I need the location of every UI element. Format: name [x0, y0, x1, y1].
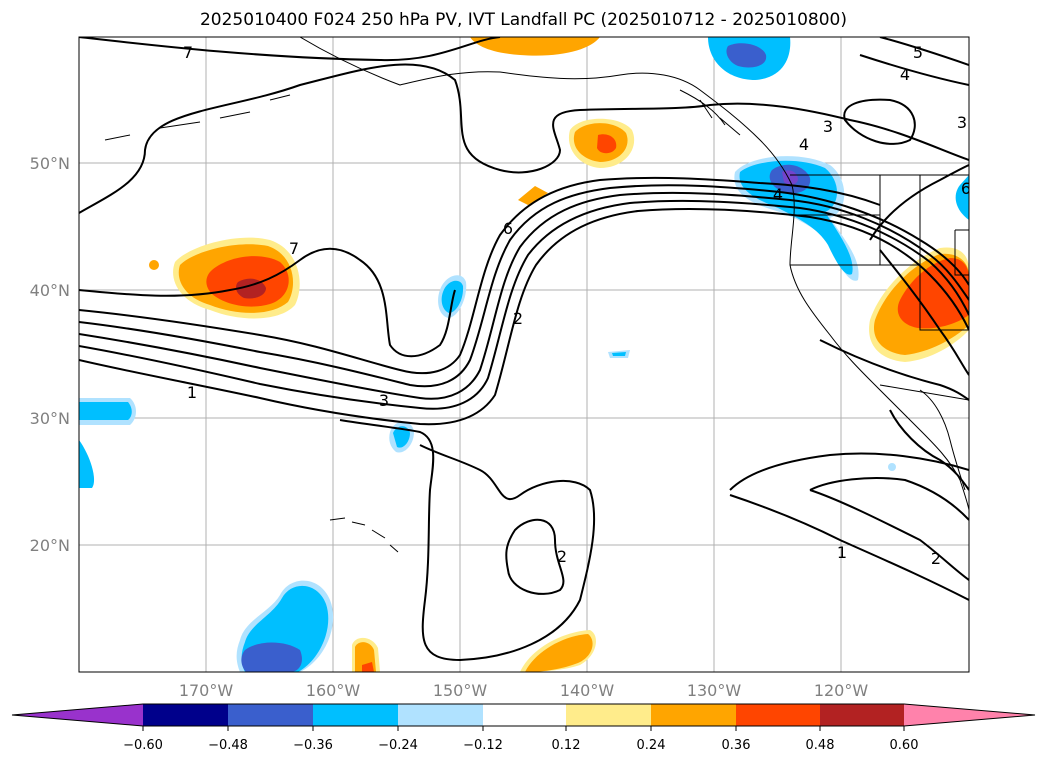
- colorbar-segment: [566, 704, 651, 726]
- colorbar-segment: [398, 704, 483, 726]
- contour-label: 4: [773, 185, 783, 204]
- contour-label: 2: [557, 547, 567, 566]
- lon-label: 150°W: [433, 681, 488, 700]
- lat-label: 30°N: [30, 409, 70, 428]
- lat-label: 20°N: [30, 536, 70, 555]
- colorbar-tick: −0.60: [123, 738, 163, 753]
- contour-label: 2: [931, 549, 941, 568]
- contour-label: 6: [961, 179, 971, 198]
- colorbar-segment: [228, 704, 313, 726]
- contour-label: 1: [187, 383, 197, 402]
- contour-label: 7: [183, 43, 193, 62]
- colorbar-extend-low: [12, 704, 143, 726]
- colorbar-tick: 0.24: [637, 738, 666, 753]
- lon-label: 160°W: [306, 681, 361, 700]
- lon-label: 170°W: [179, 681, 234, 700]
- contour-label: 6: [503, 219, 513, 238]
- colorbar-extend-high: [904, 704, 1035, 726]
- lon-label: 130°W: [687, 681, 742, 700]
- colorbar-segment: [483, 704, 566, 726]
- contour-label: 3: [957, 113, 967, 132]
- colorbar-segment: [820, 704, 904, 726]
- colorbar: −0.60 −0.48 −0.36 −0.24 −0.12 0.12 0.24 …: [11, 703, 1036, 753]
- colorbar-tick: −0.12: [463, 738, 503, 753]
- longitude-labels: 170°W 160°W 150°W 140°W 130°W 120°W: [179, 681, 869, 700]
- colorbar-tick: 0.60: [890, 738, 919, 753]
- map-frame: [78, 36, 970, 673]
- contour-labels: 7 7 6 2 1 3 2 1 2 5 4 4 3 4 3 6: [183, 43, 971, 568]
- contour-label: 7: [289, 239, 299, 258]
- colorbar-segment: [736, 704, 820, 726]
- colorbar-segment: [651, 704, 736, 726]
- colorbar-tick: −0.48: [208, 738, 248, 753]
- contour-label: 4: [799, 135, 809, 154]
- colorbar-tick: 0.48: [806, 738, 835, 753]
- map-title: 2025010400 F024 250 hPa PV, IVT Landfall…: [199, 10, 847, 30]
- borders: [790, 174, 969, 401]
- ivt-contours: [79, 37, 969, 662]
- map-area: 7 7 6 2 1 3 2 1 2 5 4 4 3 4 3 6: [79, 37, 971, 672]
- lat-label: 50°N: [30, 154, 70, 173]
- contour-label: 3: [379, 391, 389, 410]
- contour-label: 4: [900, 65, 910, 84]
- contour-label: 1: [837, 543, 847, 562]
- latitude-labels: 50°N 40°N 30°N 20°N: [30, 154, 70, 555]
- colorbar-segment: [313, 704, 398, 726]
- lat-label: 40°N: [30, 281, 70, 300]
- lon-label: 140°W: [560, 681, 615, 700]
- colorbar-tick: −0.36: [293, 738, 333, 753]
- colorbar-segment: [143, 704, 228, 726]
- colorbar-tick: −0.24: [378, 738, 418, 753]
- lon-label: 120°W: [814, 681, 869, 700]
- colorbar-tick: 0.36: [722, 738, 751, 753]
- contour-label: 5: [913, 43, 923, 62]
- coastlines: [104, 37, 969, 553]
- contour-label: 3: [823, 117, 833, 136]
- colorbar-tick: 0.12: [552, 738, 581, 753]
- contour-label: 2: [513, 309, 523, 328]
